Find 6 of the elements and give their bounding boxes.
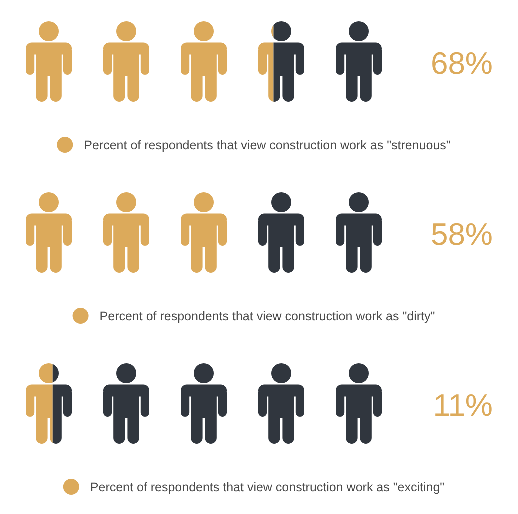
category-label: Percent of respondents that view construction work as "strenuous" <box>84 138 451 152</box>
data-label: 11% <box>433 388 493 423</box>
category-label: Percent of respondents that view construction work as "dirty" <box>100 310 436 324</box>
category-label: Percent of respondents that view construction work as "exciting" <box>90 480 445 494</box>
data-label: 68% <box>430 46 493 81</box>
data-label: 58% <box>430 217 493 252</box>
